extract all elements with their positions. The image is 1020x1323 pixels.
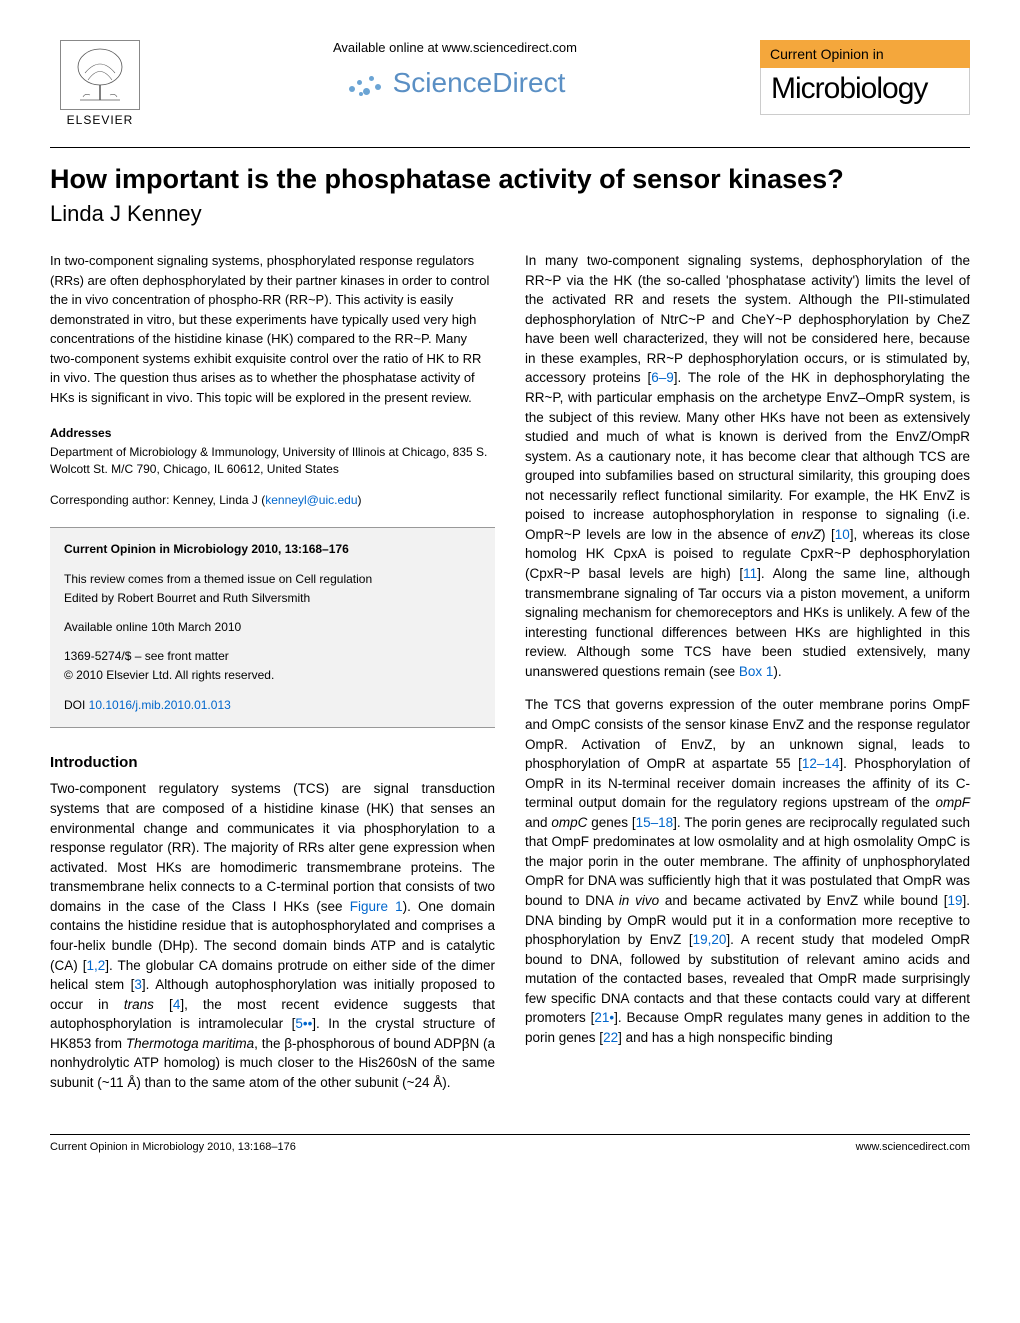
ref-link[interactable]: 21•: [594, 1010, 614, 1025]
ref-link[interactable]: 1,2: [86, 958, 105, 973]
ref-link[interactable]: 5••: [295, 1016, 312, 1031]
elsevier-logo: ELSEVIER: [50, 40, 150, 127]
page-header: ELSEVIER Available online at www.science…: [50, 40, 970, 127]
themed-issue: This review comes from a themed issue on…: [64, 570, 481, 608]
intro-paragraph-1: Two-component regulatory systems (TCS) a…: [50, 779, 495, 1092]
sciencedirect-icon: [345, 68, 385, 98]
box-1-link[interactable]: Box 1: [739, 664, 774, 679]
issn-copyright: 1369-5274/$ – see front matter © 2010 El…: [64, 647, 481, 685]
available-online: Available online 10th March 2010: [64, 618, 481, 637]
ref-link[interactable]: 19: [947, 893, 962, 908]
left-column: In two-component signaling systems, phos…: [50, 251, 495, 1106]
email-link[interactable]: kenneyl@uic.edu: [265, 493, 357, 507]
sciencedirect-logo: ScienceDirect: [150, 67, 760, 99]
ref-link[interactable]: 11: [743, 566, 757, 581]
corresponding-prefix: Corresponding author: Kenney, Linda J (: [50, 493, 265, 507]
introduction-heading: Introduction: [50, 752, 495, 774]
journal-prefix: Current Opinion in: [760, 40, 970, 68]
header-divider: [50, 147, 970, 148]
ref-link[interactable]: 22: [603, 1030, 618, 1045]
journal-name: Microbiology: [760, 68, 970, 115]
ref-link[interactable]: 19,20: [693, 932, 727, 947]
corresponding-author: Corresponding author: Kenney, Linda J (k…: [50, 492, 495, 509]
two-column-layout: In two-component signaling systems, phos…: [50, 251, 970, 1106]
footer-citation: Current Opinion in Microbiology 2010, 13…: [50, 1141, 296, 1153]
ref-link[interactable]: 3: [134, 977, 142, 992]
platform-name: ScienceDirect: [393, 67, 566, 99]
col2-paragraph-2: The TCS that governs expression of the o…: [525, 695, 970, 1047]
doi-link[interactable]: 10.1016/j.mib.2010.01.013: [89, 698, 231, 712]
article-title: How important is the phosphatase activit…: [50, 164, 970, 195]
col2-paragraph-1: In many two-component signaling systems,…: [525, 251, 970, 681]
corresponding-suffix: ): [358, 493, 362, 507]
article-author: Linda J Kenney: [50, 201, 970, 227]
page-footer: Current Opinion in Microbiology 2010, 13…: [50, 1134, 970, 1153]
publisher-name: ELSEVIER: [67, 113, 134, 127]
abstract-text: In two-component signaling systems, phos…: [50, 251, 495, 407]
ref-link[interactable]: 15–18: [636, 815, 674, 830]
ref-link[interactable]: 12–14: [802, 756, 840, 771]
ref-link[interactable]: 6–9: [651, 370, 674, 385]
footer-url: www.sciencedirect.com: [856, 1141, 970, 1153]
center-header: Available online at www.sciencedirect.co…: [150, 40, 760, 99]
journal-box: Current Opinion in Microbiology: [760, 40, 970, 115]
available-online-text: Available online at www.sciencedirect.co…: [150, 40, 760, 55]
right-column: In many two-component signaling systems,…: [525, 251, 970, 1106]
article-info-box: Current Opinion in Microbiology 2010, 13…: [50, 527, 495, 727]
ref-link[interactable]: 10: [835, 527, 850, 542]
figure-1-link[interactable]: Figure 1: [350, 899, 403, 914]
addresses-label: Addresses: [50, 425, 495, 442]
doi: DOI 10.1016/j.mib.2010.01.013: [64, 696, 481, 715]
elsevier-tree-icon: [60, 40, 140, 110]
addresses-text: Department of Microbiology & Immunology,…: [50, 444, 495, 478]
citation: Current Opinion in Microbiology 2010, 13…: [64, 540, 481, 559]
